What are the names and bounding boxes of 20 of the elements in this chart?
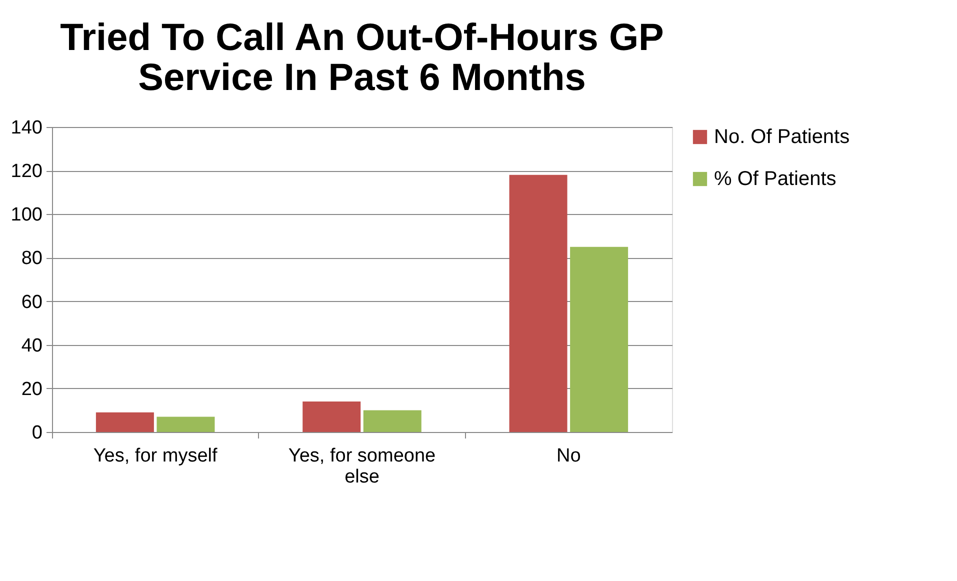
y-tick-label: 40 bbox=[21, 335, 42, 356]
legend-label: % Of Patients bbox=[714, 168, 836, 190]
x-tick-label: Yes, for someone else bbox=[288, 446, 436, 488]
chart-title: Tried To Call An Out-Of-Hours GP Service In Past 6 Months bbox=[60, 17, 664, 99]
x-tick-label: Yes, for myself bbox=[93, 446, 218, 466]
y-tick-label: 20 bbox=[21, 378, 42, 400]
bar bbox=[96, 412, 154, 432]
y-tick-label: 120 bbox=[10, 161, 42, 182]
y-tick-label: 100 bbox=[10, 204, 42, 226]
y-tick-label: 80 bbox=[21, 248, 42, 270]
y-tick-label: 60 bbox=[21, 292, 42, 313]
bar bbox=[302, 402, 361, 432]
y-tick-label: 140 bbox=[10, 118, 42, 138]
bar bbox=[570, 246, 628, 432]
bar bbox=[363, 410, 422, 432]
bar bbox=[156, 416, 215, 432]
y-tick-label: 0 bbox=[32, 422, 42, 444]
bar bbox=[509, 174, 568, 432]
legend-label: No. Of Patients bbox=[714, 126, 850, 148]
x-tick-label: No bbox=[556, 446, 581, 466]
